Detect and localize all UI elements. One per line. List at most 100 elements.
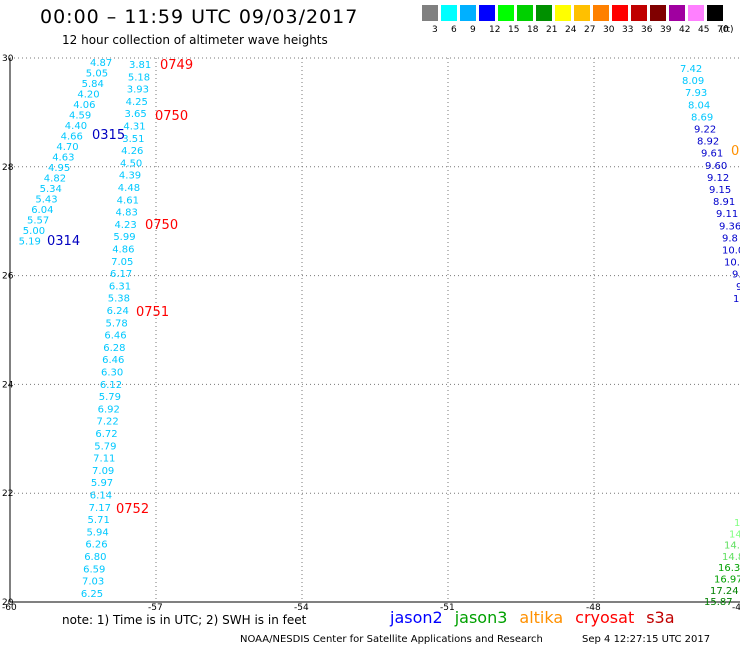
legend-label: 18 <box>527 25 539 35</box>
swh-value: 4.39 <box>119 171 141 182</box>
swh-value: 7.11 <box>93 454 115 465</box>
swh-value: 5.38 <box>108 294 130 305</box>
legend-label: 70 <box>717 25 729 35</box>
swh-value: 4.50 <box>120 158 142 169</box>
legend-swatch <box>669 5 685 21</box>
legend-label: 21 <box>546 25 558 35</box>
pass-time-label: 0314 <box>47 234 80 249</box>
swh-value: 4.59 <box>69 111 91 122</box>
legend-swatch <box>574 5 590 21</box>
swh-value: 4.25 <box>126 97 148 108</box>
swh-value: 6.92 <box>98 404 120 415</box>
swh-value: 5.05 <box>86 69 108 80</box>
y-tick-label: 30 <box>2 54 14 64</box>
legend-swatch <box>631 5 647 21</box>
swh-value: 6.72 <box>95 429 117 440</box>
legend-label: 42 <box>679 25 691 35</box>
swh-value: 5.57 <box>27 216 49 227</box>
satellite-name-cryosat: cryosat <box>575 608 635 627</box>
y-tick-label: 20 <box>2 598 14 608</box>
legend-label: 30 <box>603 25 615 35</box>
swh-value: 6.12 <box>100 380 122 391</box>
swh-value: 8.04 <box>688 100 710 111</box>
swh-value: 4.95 <box>48 163 70 174</box>
pass-time-label: 0 <box>731 144 739 159</box>
swh-value: 6.80 <box>84 552 106 563</box>
generated-timestamp: Sep 4 12:27:15 UTC 2017 <box>582 634 711 645</box>
x-tick-label: -60 <box>2 603 17 613</box>
pass-time-label: 0752 <box>116 502 149 517</box>
swh-value: 6.31 <box>109 281 131 292</box>
legend-unit: (ft) <box>720 25 734 35</box>
swh-value: 6.46 <box>104 331 126 342</box>
swh-value: 5.79 <box>94 441 116 452</box>
pass-time-label: 0750 <box>145 218 178 233</box>
legend-swatch <box>536 5 552 21</box>
swh-value: 4.66 <box>61 132 83 143</box>
legend-swatch <box>650 5 666 21</box>
legend-swatch <box>707 5 723 21</box>
swh-value: 3.93 <box>127 85 149 96</box>
swh-value: 6.46 <box>102 355 124 366</box>
swh-value: 7.42 <box>680 64 702 75</box>
legend-swatch <box>422 5 438 21</box>
swh-value: 14.8 <box>722 552 740 563</box>
x-tick-label: -57 <box>148 603 163 613</box>
legend-label: 15 <box>508 25 520 35</box>
swh-value: 6.28 <box>103 343 125 354</box>
legend-label: 12 <box>489 25 501 35</box>
legend-swatch <box>612 5 628 21</box>
swh-value: 6.14 <box>90 491 112 502</box>
swh-value: 9.36 <box>719 221 740 232</box>
swh-value: 7.05 <box>111 257 133 268</box>
swh-value: 10. <box>724 258 740 269</box>
swh-value: 14 <box>729 529 740 540</box>
pass-time-label: 0315 <box>92 128 125 143</box>
swh-value: 10.0 <box>722 246 740 257</box>
swh-value: 4.70 <box>56 142 78 153</box>
swh-value: 5.79 <box>99 392 121 403</box>
pass-time-label: 0750 <box>155 109 188 124</box>
swh-value: 9.61 <box>701 149 723 160</box>
swh-value: 9.60 <box>705 161 727 172</box>
swh-value: 5.84 <box>82 79 104 90</box>
y-tick-label: 22 <box>2 489 13 499</box>
swh-value: 4.20 <box>77 90 99 101</box>
legend-label: 3 <box>432 25 438 35</box>
swh-value: 4.87 <box>90 58 112 69</box>
swh-value: 3.65 <box>125 109 147 120</box>
swh-value: 5.71 <box>88 515 110 526</box>
swh-value: 4.83 <box>116 208 138 219</box>
legend-swatch <box>498 5 514 21</box>
swh-value: 9.12 <box>707 173 729 184</box>
swh-value: 7.03 <box>82 577 104 588</box>
swh-value: 8.09 <box>682 76 704 87</box>
swh-value: 6.24 <box>107 306 129 317</box>
legend-swatch <box>517 5 533 21</box>
legend-swatch <box>688 5 704 21</box>
satellite-name-jason3: jason3 <box>454 608 508 627</box>
note-text: note: 1) Time is in UTC; 2) SWH is in fe… <box>62 613 307 627</box>
legend-swatch <box>460 5 476 21</box>
swh-value: 9 <box>736 282 740 293</box>
pass-time-label: 0751 <box>136 305 169 320</box>
swh-value: 9.11 <box>716 209 738 220</box>
swh-value: 6.25 <box>81 589 103 600</box>
swh-value: 15.87 <box>704 597 733 608</box>
swh-value: 6.04 <box>31 205 53 216</box>
swh-value: 5.78 <box>105 318 127 329</box>
swh-value: 7.09 <box>92 466 114 477</box>
x-tick-label: -45 <box>732 603 740 613</box>
swh-value: 4.61 <box>117 195 139 206</box>
page-subtitle: 12 hour collection of altimeter wave hei… <box>62 33 328 47</box>
y-tick-label: 28 <box>2 163 14 173</box>
swh-value: 6.17 <box>110 269 132 280</box>
swh-value: 4.06 <box>73 100 95 111</box>
legend-swatch <box>593 5 609 21</box>
swh-value: 1 <box>734 518 740 529</box>
legend-label: 27 <box>584 25 596 35</box>
legend-swatch <box>479 5 495 21</box>
legend-label: 6 <box>451 25 457 35</box>
satellite-name-altika: altika <box>519 608 564 627</box>
